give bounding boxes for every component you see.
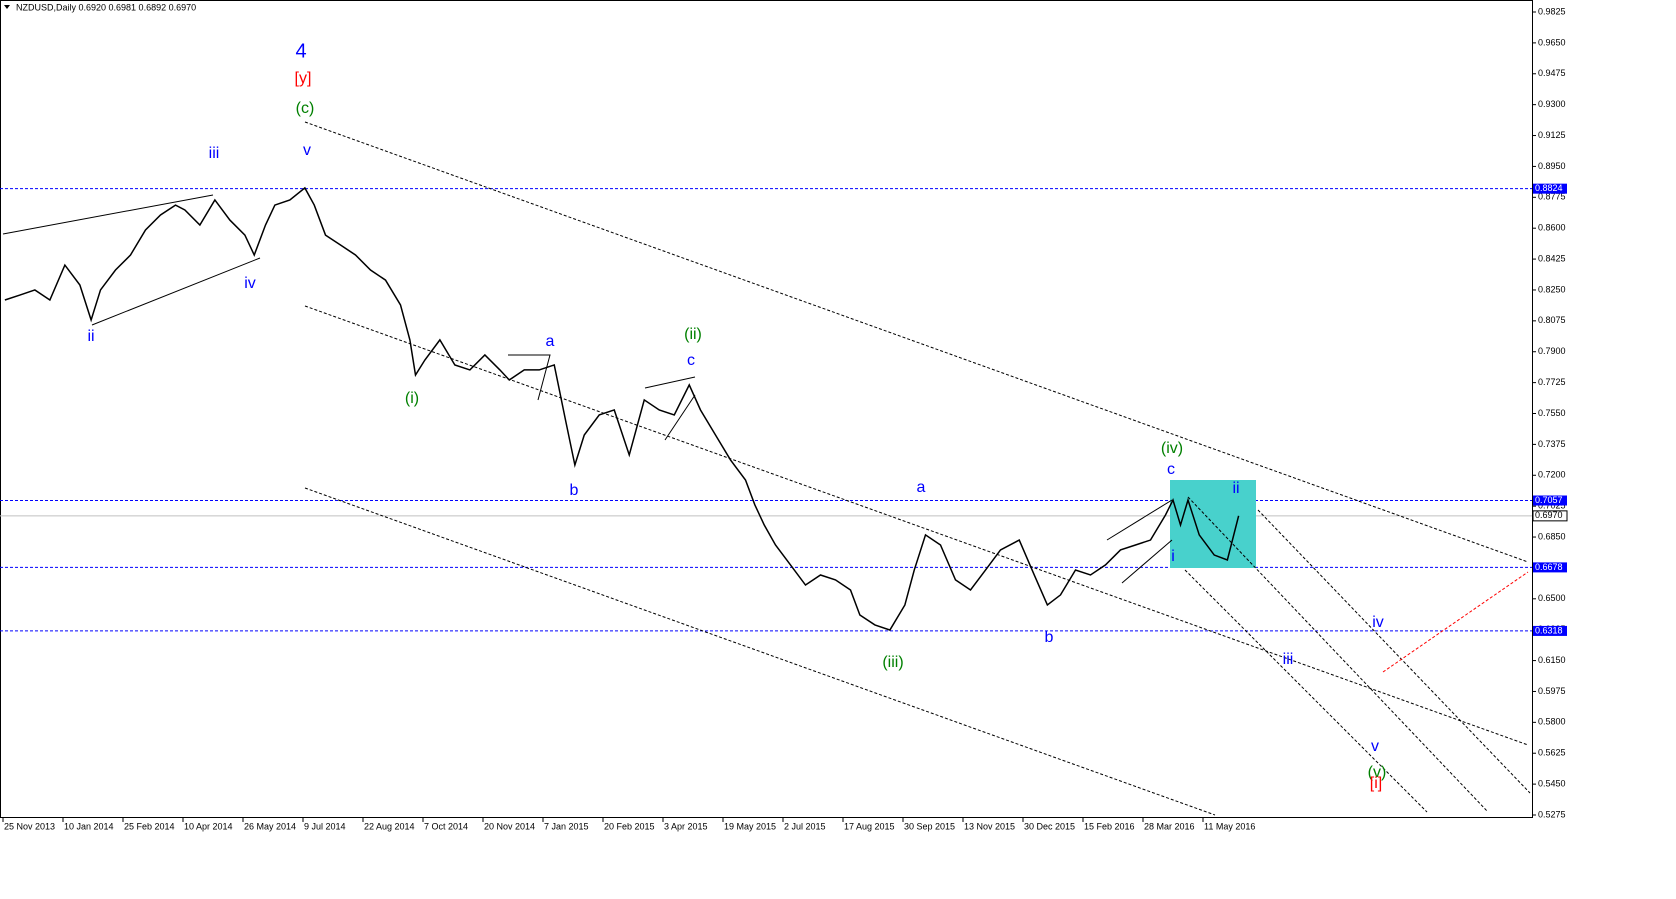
x-tick-label: 7 Jan 2015: [544, 821, 589, 831]
x-tick-label: 9 Jul 2014: [304, 821, 346, 831]
level-label: 0.6970: [1535, 510, 1563, 520]
wave-label: [y]: [295, 70, 312, 87]
y-tick-label: 0.8950: [1538, 161, 1566, 171]
wave-label: b: [570, 482, 579, 499]
x-tick-label: 20 Feb 2015: [604, 821, 655, 831]
y-tick-label: 0.9650: [1538, 37, 1566, 47]
x-tick-label: 19 May 2015: [724, 821, 776, 831]
wave-label: ii: [1232, 480, 1239, 497]
y-tick-label: 0.5450: [1538, 778, 1566, 788]
y-tick-label: 0.7375: [1538, 439, 1566, 449]
y-tick-label: 0.5975: [1538, 686, 1566, 696]
wave-label: iii: [1283, 651, 1294, 668]
wave-label: [i]: [1370, 775, 1382, 792]
x-tick-label: 25 Nov 2013: [4, 821, 55, 831]
wave-label: a: [917, 479, 926, 496]
wave-label: a: [546, 333, 555, 350]
target-box: [1170, 480, 1256, 568]
chart-title: NZDUSD,Daily 0.6920 0.6981 0.6892 0.6970: [16, 2, 196, 12]
y-tick-label: 0.8075: [1538, 315, 1566, 325]
wave-label: (iv): [1161, 440, 1183, 457]
plot-frame: [0, 0, 1533, 818]
level-label: 0.7057: [1535, 495, 1563, 505]
wave-label: i: [1171, 548, 1175, 565]
x-tick-label: 30 Dec 2015: [1024, 821, 1075, 831]
level-label: 0.6318: [1535, 625, 1563, 635]
x-tick-label: 10 Apr 2014: [184, 821, 233, 831]
x-tick-label: 11 May 2016: [1204, 821, 1255, 831]
y-tick-label: 0.8250: [1538, 284, 1566, 294]
y-tick-label: 0.9125: [1538, 130, 1566, 140]
x-tick-label: 3 Apr 2015: [664, 821, 708, 831]
wave-label: ii: [87, 328, 94, 345]
x-tick-label: 30 Sep 2015: [904, 821, 955, 831]
y-tick-label: 0.7550: [1538, 408, 1566, 418]
y-tick-label: 0.5800: [1538, 717, 1566, 727]
y-tick-label: 0.7725: [1538, 377, 1566, 387]
wave-labels: 4 [y] (c) iii v iv ii (i) a b (ii) c a (…: [87, 40, 1386, 792]
level-box: [1533, 562, 1567, 573]
level-box: [1533, 495, 1567, 506]
wave-label: iii: [209, 145, 220, 162]
menu-arrow: [4, 5, 10, 9]
x-tick-label: 28 Mar 2016: [1144, 821, 1195, 831]
y-tick-label: 0.9825: [1538, 6, 1566, 16]
y-tick-label: 0.9300: [1538, 99, 1566, 109]
x-tick-label: 10 Jan 2014: [64, 821, 114, 831]
wave-label: (i): [405, 390, 419, 407]
y-tick-label: 0.7200: [1538, 470, 1566, 480]
x-tick-label: 20 Nov 2014: [484, 821, 535, 831]
x-tick-label: 17 Aug 2015: [844, 821, 895, 831]
level-label: 0.6678: [1535, 562, 1563, 572]
x-tick-label: 25 Feb 2014: [124, 821, 175, 831]
wave-label: (iii): [882, 654, 903, 671]
y-tick-label: 0.8775: [1538, 192, 1566, 202]
y-tick-label: 0.7025: [1538, 501, 1566, 511]
level-box: [1532, 510, 1568, 522]
wave-label: iv: [244, 275, 256, 292]
level-box: [1533, 183, 1567, 194]
y-tick-label: 0.6150: [1538, 655, 1566, 665]
level-label: 0.8824: [1535, 183, 1563, 193]
wave-label: c: [687, 352, 695, 369]
x-tick-label: 26 May 2014: [244, 821, 296, 831]
wave-label: v: [303, 142, 311, 159]
wave-label: c: [1167, 461, 1175, 478]
y-tick-label: 0.5275: [1538, 809, 1566, 819]
x-tick-label: 7 Oct 2014: [424, 821, 468, 831]
wave-label: (ii): [684, 326, 702, 343]
x-tick-label: 15 Feb 2016: [1084, 821, 1135, 831]
wave-label: 4: [295, 40, 306, 62]
x-tick-label: 13 Nov 2015: [964, 821, 1015, 831]
wave-label: b: [1045, 629, 1054, 646]
y-tick-label: 0.6500: [1538, 593, 1566, 603]
wave-label: v: [1371, 738, 1379, 755]
y-tick-label: 0.6850: [1538, 531, 1566, 541]
y-tick-label: 0.5625: [1538, 748, 1566, 758]
level-box: [1533, 625, 1567, 636]
y-tick-label: 0.7900: [1538, 346, 1566, 356]
x-tick-label: 2 Jul 2015: [784, 821, 826, 831]
y-tick-label: 0.9475: [1538, 68, 1566, 78]
wave-label: (c): [296, 100, 315, 117]
y-tick-label: 0.8425: [1538, 253, 1566, 263]
y-tick-label: 0.8600: [1538, 223, 1566, 233]
price-line: [4, 186, 1240, 631]
wave-label: iv: [1372, 614, 1384, 631]
x-tick-label: 22 Aug 2014: [364, 821, 415, 831]
wave-label: (v): [1368, 764, 1387, 781]
